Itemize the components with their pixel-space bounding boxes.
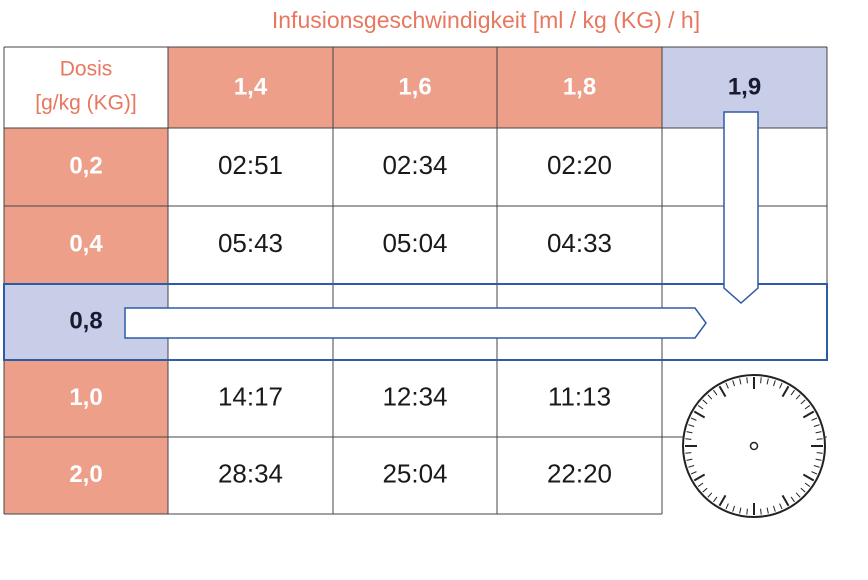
clock-tick (685, 438, 692, 440)
row-header: 1,0 (69, 384, 102, 411)
clock-tick (804, 482, 811, 487)
clock-tick (688, 464, 695, 468)
column-header: 1,4 (234, 73, 268, 100)
corner-label: Dosis (60, 58, 113, 81)
column-header-cell (333, 47, 497, 128)
cell-value: 22:20 (547, 458, 612, 488)
clock-tick (816, 452, 823, 454)
clock-tick (685, 452, 692, 454)
clock-tick (739, 378, 742, 385)
cell-value: 28:34 (218, 458, 283, 488)
clock-tick (815, 431, 822, 434)
column-header: 1,9 (728, 73, 761, 100)
clock-tick (772, 505, 776, 512)
clock-tick (725, 382, 729, 389)
horizontal-arrow (124, 307, 707, 339)
clock-tick (707, 394, 713, 400)
clock-tick (725, 503, 729, 510)
clock-tick (766, 378, 769, 385)
clock-tick (811, 471, 818, 475)
title: Infusionsgeschwindigkeit [ml / kg (KG) /… (272, 7, 700, 33)
clock-tick (802, 410, 815, 419)
clock-tick (781, 494, 790, 507)
clock-tick (718, 494, 727, 507)
cell-value: 12:34 (382, 381, 447, 411)
row-header-cell (4, 360, 168, 437)
corner-cell (4, 47, 168, 128)
corner-label: [g/kg (KG)] (35, 92, 137, 115)
row-header-cell (4, 437, 168, 514)
clock-tick (813, 464, 820, 468)
clock-tick (781, 385, 790, 398)
row-header: 0,4 (69, 230, 103, 257)
clock-tick (795, 394, 801, 400)
clock-tick (795, 492, 801, 498)
cell-value: 04:33 (547, 228, 612, 258)
clock-tick (690, 417, 697, 421)
clock-tick (739, 507, 742, 514)
clock-tick (713, 496, 718, 503)
cell-value: 02:20 (547, 150, 612, 180)
clock-tick (815, 458, 822, 461)
row-header-cell (4, 206, 168, 284)
vertical-arrow (723, 111, 759, 305)
clock-tick (693, 410, 706, 419)
clock-tick (779, 382, 783, 389)
clock-tick (697, 405, 704, 410)
clock-tick (690, 471, 697, 475)
column-header-cell (168, 47, 333, 128)
cell-value: 14:17 (218, 381, 283, 411)
clock-tick (813, 424, 820, 428)
row-header: 0,8 (69, 307, 102, 334)
clock-tick (800, 487, 806, 493)
cell-value: 02:34 (382, 150, 447, 180)
clock-tick (713, 389, 718, 396)
row-header: 2,0 (69, 461, 102, 488)
cell-value: 25:04 (382, 458, 447, 488)
cell-value: 05:43 (218, 228, 283, 258)
highlight-row-border (3, 283, 828, 361)
cell-value: 05:04 (382, 228, 447, 258)
clock-tick (790, 496, 795, 503)
clock-tick (746, 377, 748, 384)
clock-tick (697, 482, 704, 487)
clock-tick (760, 377, 762, 384)
clock-tick (772, 380, 776, 387)
clock-tick (732, 380, 736, 387)
column-header-cell (497, 47, 662, 128)
cell-value: 02:51 (218, 150, 283, 180)
clock-tick (766, 507, 769, 514)
clock-tick (707, 492, 713, 498)
clock-tick (688, 424, 695, 428)
clock-tick (816, 438, 823, 440)
clock-tick (779, 503, 783, 510)
clock-tick (811, 417, 818, 421)
clock-tick (760, 508, 762, 515)
clock-tick (790, 389, 795, 396)
clock-tick (702, 399, 708, 405)
clock-tick (732, 505, 736, 512)
clock-tick (702, 487, 708, 493)
clock-tick (802, 473, 815, 482)
clock-tick (693, 473, 706, 482)
clock-tick (686, 431, 693, 434)
row-header-cell (4, 128, 168, 206)
clock-tick (746, 508, 748, 515)
column-header: 1,6 (398, 73, 431, 100)
row-header: 0,2 (69, 152, 102, 179)
column-header: 1,8 (563, 73, 596, 100)
clock-tick (804, 405, 811, 410)
clock-center (749, 441, 759, 451)
clock-tick (800, 399, 806, 405)
cell-value: 11:13 (548, 381, 611, 411)
clock-tick (686, 458, 693, 461)
clock-tick (718, 385, 727, 398)
